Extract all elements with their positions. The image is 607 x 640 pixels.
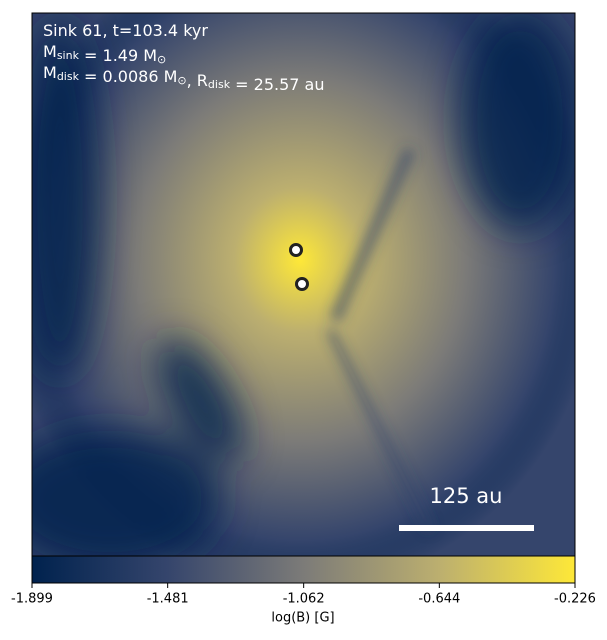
annotation-text: M <box>43 42 57 61</box>
colorbar-tick-label: -1.062 <box>283 592 325 607</box>
annotation-text: M <box>43 63 57 82</box>
annotation-text: Sink 61, t=103.4 kyr <box>43 21 208 40</box>
annotation-subscript: ⊙ <box>177 74 186 87</box>
annotation: Mdisk = 0.0086 M⊙, Rdisk = 25.57 au <box>43 63 324 94</box>
dark-regions <box>32 13 575 556</box>
annotation: Sink 61, t=103.4 kyr <box>43 21 208 40</box>
colorbar-tick-label: -0.226 <box>554 592 596 607</box>
annotation: Msink = 1.49 M⊙ <box>43 42 166 67</box>
annotation-text: , R <box>187 71 208 90</box>
colorbar-label: log(B) [G] <box>271 611 334 626</box>
colorbar-tick-label: -1.899 <box>11 592 53 607</box>
annotation-subscript: ⊙ <box>157 53 166 66</box>
annotation-text: = 25.57 au <box>230 75 324 94</box>
annotation-text: = 1.49 M <box>79 46 157 65</box>
sink <box>295 277 309 291</box>
image: 125 au <box>32 13 575 556</box>
colorbar-tick-label: -0.644 <box>418 592 460 607</box>
scale-bar-label: 125 au <box>430 484 503 508</box>
annotation-subscript: sink <box>57 49 80 62</box>
annotation-text: = 0.0086 M <box>79 67 177 86</box>
colorbar <box>31 555 576 584</box>
annotation-subscript: disk <box>57 70 80 83</box>
filament <box>326 147 434 532</box>
colorbar-tick-label: -1.481 <box>147 592 189 607</box>
annotation-subscript: disk <box>208 78 231 91</box>
sink <box>289 243 303 257</box>
